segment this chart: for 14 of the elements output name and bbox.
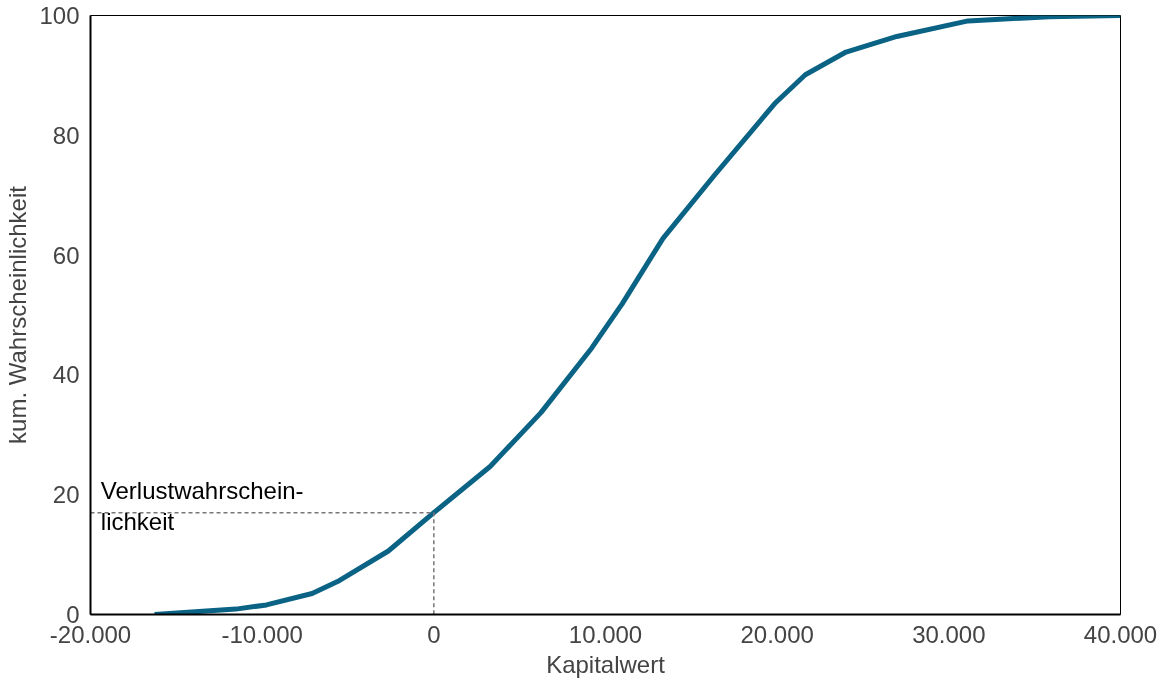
y-axis-title: kum. Wahrscheinlichkeit (4, 185, 32, 444)
x-tick-label: -10.000 (221, 620, 303, 648)
y-tick-label: 100 (39, 2, 80, 29)
x-axis-title: Kapitalwert (546, 650, 666, 678)
y-tick-label: 40 (52, 361, 80, 389)
x-tick-label: 20.000 (740, 620, 814, 648)
x-tick-label: 10.000 (568, 620, 643, 648)
x-tick-label: 30.000 (912, 620, 986, 648)
y-tick-label: 80 (52, 121, 80, 149)
x-tick-label: 0 (427, 620, 441, 648)
y-tick-label: 60 (52, 241, 80, 269)
x-tick-label: 40.000 (1083, 620, 1158, 648)
annotation: Verlustwahrschein- lichkeit (100, 476, 304, 535)
y-tick-label: 20 (52, 481, 80, 509)
